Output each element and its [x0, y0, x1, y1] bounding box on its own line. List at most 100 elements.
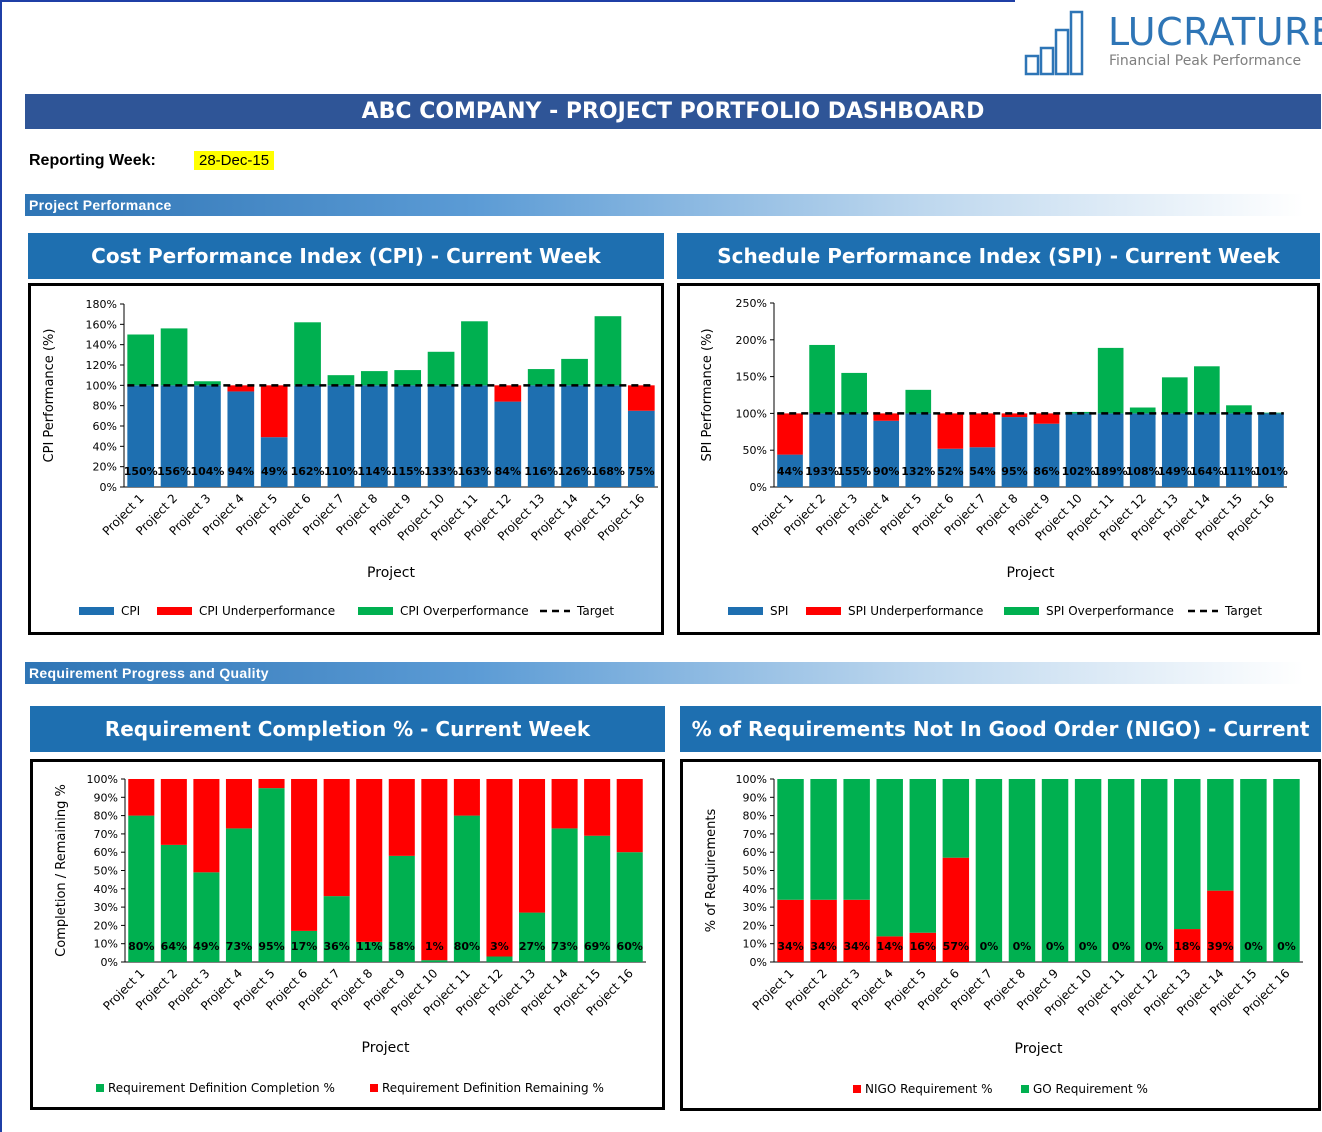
nigo-bar-upper — [1074, 779, 1102, 962]
spi-bar-under — [873, 413, 900, 421]
cpi-ytick-label: 20% — [93, 461, 117, 474]
cpi-bar-base — [594, 385, 622, 487]
cpi-ytick-label: 140% — [86, 339, 117, 352]
req-legend-label: Requirement Definition Remaining % — [382, 1081, 604, 1095]
spi-chart-title: Schedule Performance Index (SPI) - Curre… — [677, 233, 1320, 279]
cpi-data-label: 115% — [391, 465, 425, 478]
spi-bar-base — [1258, 413, 1284, 487]
req-data-label: 95% — [258, 940, 284, 953]
cpi-bar-base — [561, 385, 588, 487]
cpi-bar-base — [227, 391, 255, 487]
left-border-line — [0, 0, 2, 1132]
spi-bar-under — [969, 413, 996, 448]
req-bar-lower — [128, 815, 155, 962]
req-bar-lower — [616, 852, 643, 962]
cpi-data-label: 126% — [558, 465, 592, 478]
spi-data-label: 108% — [1126, 465, 1160, 478]
cpi-data-label: 84% — [495, 465, 521, 478]
cpi-bar-under — [260, 385, 288, 438]
req-bar-lower — [453, 815, 480, 962]
req-data-label: 3% — [490, 940, 509, 953]
req-bar-upper — [453, 779, 480, 816]
section-project-performance: Project Performance — [25, 194, 1304, 216]
cpi-ytick-label: 0% — [100, 481, 117, 494]
req-data-label: 27% — [519, 940, 545, 953]
spi-legend-swatch — [806, 607, 841, 615]
nigo-data-label: 0% — [1277, 940, 1296, 953]
req-bar-upper — [128, 779, 155, 816]
spi-bar-over — [905, 389, 932, 414]
req-bar-upper — [616, 779, 643, 853]
req-data-label: 64% — [161, 940, 187, 953]
reporting-week-value: 28-Dec-15 — [194, 151, 275, 170]
req-data-label: 36% — [323, 940, 349, 953]
cpi-bar-base — [160, 385, 188, 487]
nigo-bar-lower — [1174, 929, 1201, 962]
req-bar-lower — [421, 960, 448, 962]
spi-bar-under — [1033, 413, 1060, 424]
nigo-ytick-label: 40% — [743, 883, 767, 896]
spi-bar-base — [777, 454, 803, 487]
cpi-legend-label: Target — [576, 604, 614, 618]
spi-legend-label: SPI Underperformance — [848, 604, 983, 618]
cpi-bar-under — [494, 385, 522, 402]
cpi-bar-over — [360, 371, 388, 386]
spi-ytick-label: 50% — [743, 444, 767, 457]
nigo-legend-swatch — [853, 1085, 861, 1093]
page-title: ABC COMPANY - PROJECT PORTFOLIO DASHBOAR… — [25, 94, 1321, 129]
cpi-ytick-label: 120% — [86, 359, 117, 372]
req-data-label: 1% — [425, 940, 444, 953]
nigo-bar-lower — [909, 932, 937, 962]
spi-data-label: 52% — [937, 465, 963, 478]
cpi-bar-base — [461, 385, 488, 487]
spi-bar-base — [841, 413, 867, 487]
spi-bar-base — [1065, 413, 1092, 487]
cpi-bar-base — [127, 385, 155, 487]
req-bar-lower — [258, 788, 285, 962]
req-bar-lower — [551, 828, 578, 962]
spi-bar-over — [1129, 407, 1156, 414]
req-bar-upper — [388, 779, 415, 856]
req-data-label: 80% — [128, 940, 154, 953]
req-chart: 0% 10% 20% 30% 40% 50% 60% 70% 80% 90% 100% 80% Proj… — [30, 759, 665, 1110]
nigo-bar-upper — [1107, 779, 1135, 962]
cpi-data-label: 156% — [157, 465, 191, 478]
spi-legend-swatch — [728, 607, 763, 615]
spi-bar-base — [1161, 413, 1188, 487]
req-bar-upper — [258, 779, 285, 789]
cpi-bar-over — [427, 351, 455, 386]
cpi-data-label: 150% — [124, 465, 158, 478]
cpi-data-label: 104% — [190, 465, 224, 478]
spi-data-label: 193% — [805, 465, 839, 478]
cpi-bar-base — [427, 385, 455, 487]
cpi-bar-under — [227, 385, 255, 392]
req-legend-swatch — [96, 1084, 104, 1092]
req-bar-lower — [584, 835, 611, 962]
spi-bar-over — [1194, 366, 1220, 414]
spi-legend-label: SPI — [770, 604, 788, 618]
req-bar-upper — [193, 779, 220, 873]
cpi-data-label: 168% — [591, 465, 625, 478]
req-bar-lower — [323, 896, 350, 962]
cpi-bar-base — [494, 401, 522, 487]
spi-bar-under — [937, 413, 964, 449]
req-bar-lower — [486, 956, 513, 962]
spi-bar-base — [1033, 423, 1060, 487]
cpi-ytick-label: 40% — [93, 440, 117, 453]
nigo-data-label: 0% — [980, 940, 999, 953]
req-bar-upper — [356, 779, 383, 942]
req-bar-lower — [193, 872, 220, 962]
cpi-bar-base — [627, 410, 655, 487]
req-bar-lower — [160, 844, 187, 962]
nigo-bar-upper — [843, 779, 870, 900]
spi-x-axis-title: Project — [1007, 565, 1055, 581]
nigo-bar-upper — [975, 779, 1003, 962]
cpi-bar-over — [527, 369, 555, 386]
nigo-bar-upper — [777, 779, 804, 900]
req-ytick-label: 0% — [101, 956, 118, 969]
req-bar-upper — [291, 779, 318, 931]
cpi-bar-over — [160, 328, 188, 386]
cpi-data-label: 110% — [324, 465, 358, 478]
req-legend-swatch — [370, 1084, 378, 1092]
nigo-y-axis-title: % of Requirements — [704, 809, 719, 933]
